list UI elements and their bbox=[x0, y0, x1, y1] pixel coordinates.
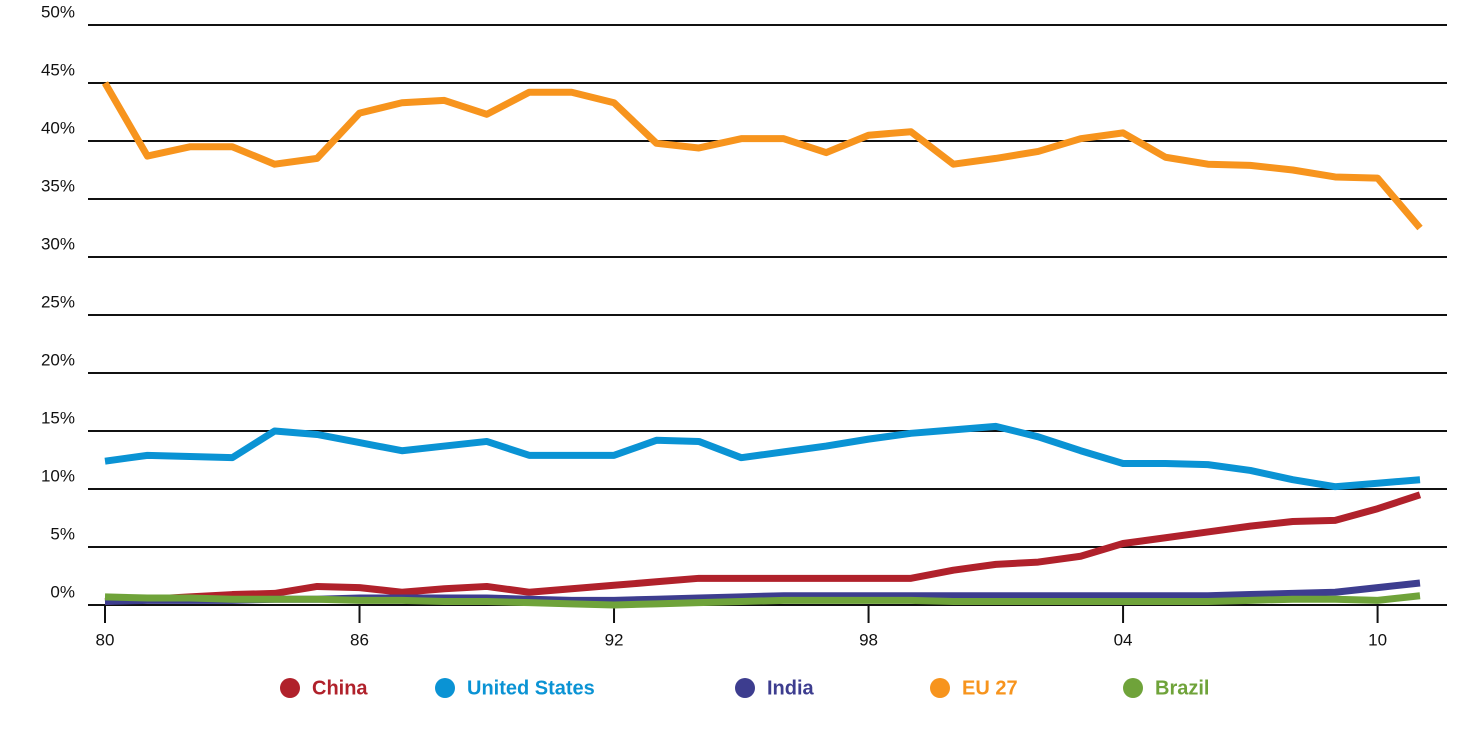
y-tick-label: 5% bbox=[50, 524, 75, 543]
legend-marker bbox=[930, 678, 950, 698]
legend-label: United States bbox=[467, 677, 595, 699]
x-tick-label: 92 bbox=[605, 630, 624, 649]
series-line bbox=[101, 81, 1423, 231]
y-tick-label: 0% bbox=[50, 582, 75, 601]
legend-marker bbox=[1123, 678, 1143, 698]
series-line bbox=[104, 422, 1421, 491]
series-line bbox=[104, 491, 1422, 606]
legend-label: Brazil bbox=[1155, 677, 1209, 699]
legend-label: India bbox=[767, 677, 815, 699]
legend-marker bbox=[435, 678, 455, 698]
x-tick-label: 98 bbox=[859, 630, 878, 649]
y-tick-label: 15% bbox=[41, 408, 75, 427]
x-tick-label: 80 bbox=[96, 630, 115, 649]
x-tick-label: 10 bbox=[1368, 630, 1387, 649]
y-tick-label: 10% bbox=[41, 466, 75, 485]
y-tick-label: 25% bbox=[41, 292, 75, 311]
legend-label: China bbox=[312, 677, 368, 699]
series-line bbox=[104, 592, 1421, 609]
x-tick-label: 04 bbox=[1114, 630, 1133, 649]
y-tick-label: 45% bbox=[41, 60, 75, 79]
y-tick-label: 20% bbox=[41, 350, 75, 369]
y-tick-label: 50% bbox=[41, 2, 75, 21]
y-tick-label: 30% bbox=[41, 234, 75, 253]
legend-label: EU 27 bbox=[962, 677, 1018, 699]
y-tick-label: 40% bbox=[41, 118, 75, 137]
y-tick-label: 35% bbox=[41, 176, 75, 195]
x-tick-label: 86 bbox=[350, 630, 369, 649]
legend-marker bbox=[280, 678, 300, 698]
legend-marker bbox=[735, 678, 755, 698]
